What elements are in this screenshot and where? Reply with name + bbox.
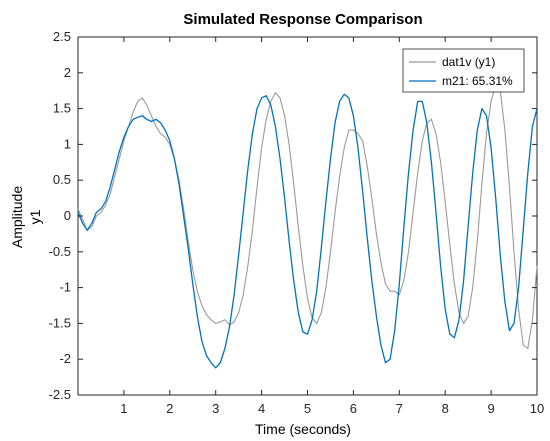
axes-box xyxy=(77,36,538,396)
x-tick-label: 1 xyxy=(120,401,127,416)
y-tick-label: -2 xyxy=(59,351,71,366)
x-tick-label: 5 xyxy=(304,401,311,416)
y-tick-label: 2.5 xyxy=(53,29,71,44)
x-tick-label: 8 xyxy=(442,401,449,416)
x-tick-label: 10 xyxy=(530,401,544,416)
ticks-layer: 1 2 3 4 5 6 7 8 9 10 2.5 2 1.5 1 0.5 0 -0.5 -1 -1.5 -2 -2.5 xyxy=(49,29,545,416)
x-tick-label: 7 xyxy=(396,401,403,416)
series-line-m21 xyxy=(77,93,538,369)
y-tick-label: -0.5 xyxy=(49,244,71,259)
chart-title: Simulated Response Comparison xyxy=(183,11,422,28)
legend[interactable]: dat1v (y1) m21: 65.31% xyxy=(402,48,525,93)
x-tick-label: 2 xyxy=(166,401,173,416)
y-tick-label: 1 xyxy=(64,136,71,151)
y-tick-label: 0 xyxy=(64,208,71,223)
channel-label: y1 xyxy=(27,209,43,224)
y-tick-label: 1.5 xyxy=(53,101,71,116)
y-tick-label: 2 xyxy=(64,65,71,80)
series-layer xyxy=(77,82,538,369)
y-tick-label: 0.5 xyxy=(53,172,71,187)
x-tick-label: 6 xyxy=(350,401,357,416)
legend-label-m21: m21: 65.31% xyxy=(442,74,513,88)
x-tick-label: 3 xyxy=(212,401,219,416)
series-line-dat1v xyxy=(77,82,538,350)
x-tick-label: 9 xyxy=(487,401,494,416)
y-tick-label: -2.5 xyxy=(49,387,71,402)
legend-box xyxy=(402,48,525,93)
x-tick-label: 4 xyxy=(258,401,265,416)
legend-label-dat1v: dat1v (y1) xyxy=(442,55,495,69)
y-axis-label: Amplitude xyxy=(9,186,25,248)
y-tick-label: -1 xyxy=(59,280,71,295)
x-axis-label: Time (seconds) xyxy=(255,421,351,437)
y-tick-label: -1.5 xyxy=(49,315,71,330)
plot-area: 1 2 3 4 5 6 7 8 9 10 2.5 2 1.5 1 0.5 0 -0.5 -1 -1.5 -2 -2.5 xyxy=(49,29,545,416)
